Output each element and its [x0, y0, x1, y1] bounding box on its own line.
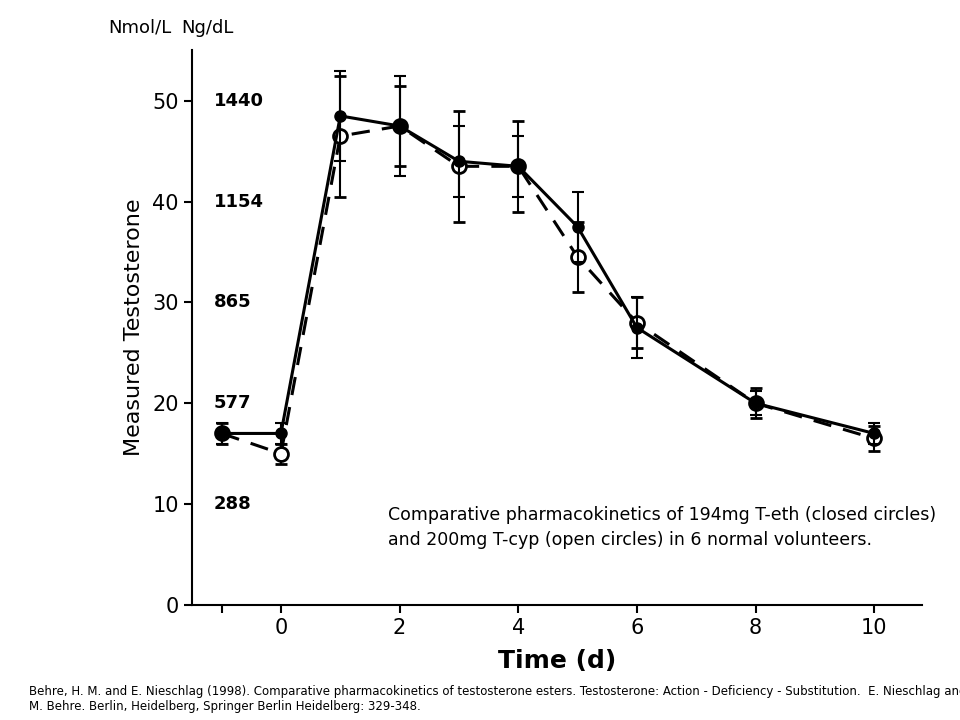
Y-axis label: Measured Testosterone: Measured Testosterone — [124, 199, 144, 456]
Text: Comparative pharmacokinetics of 194mg T-eth (closed circles): Comparative pharmacokinetics of 194mg T-… — [388, 506, 936, 524]
Text: 865: 865 — [214, 294, 252, 311]
Text: 288: 288 — [214, 495, 252, 513]
X-axis label: Time (d): Time (d) — [497, 649, 616, 673]
Text: 1440: 1440 — [214, 92, 264, 110]
Text: and 200mg T-cyp (open circles) in 6 normal volunteers.: and 200mg T-cyp (open circles) in 6 norm… — [388, 531, 872, 549]
Text: 1154: 1154 — [214, 192, 264, 210]
Text: Nmol/L: Nmol/L — [108, 19, 171, 37]
Text: Behre, H. M. and E. Nieschlag (1998). Comparative pharmacokinetics of testostero: Behre, H. M. and E. Nieschlag (1998). Co… — [29, 685, 960, 713]
Text: Ng/dL: Ng/dL — [181, 19, 233, 37]
Text: 577: 577 — [214, 395, 252, 412]
